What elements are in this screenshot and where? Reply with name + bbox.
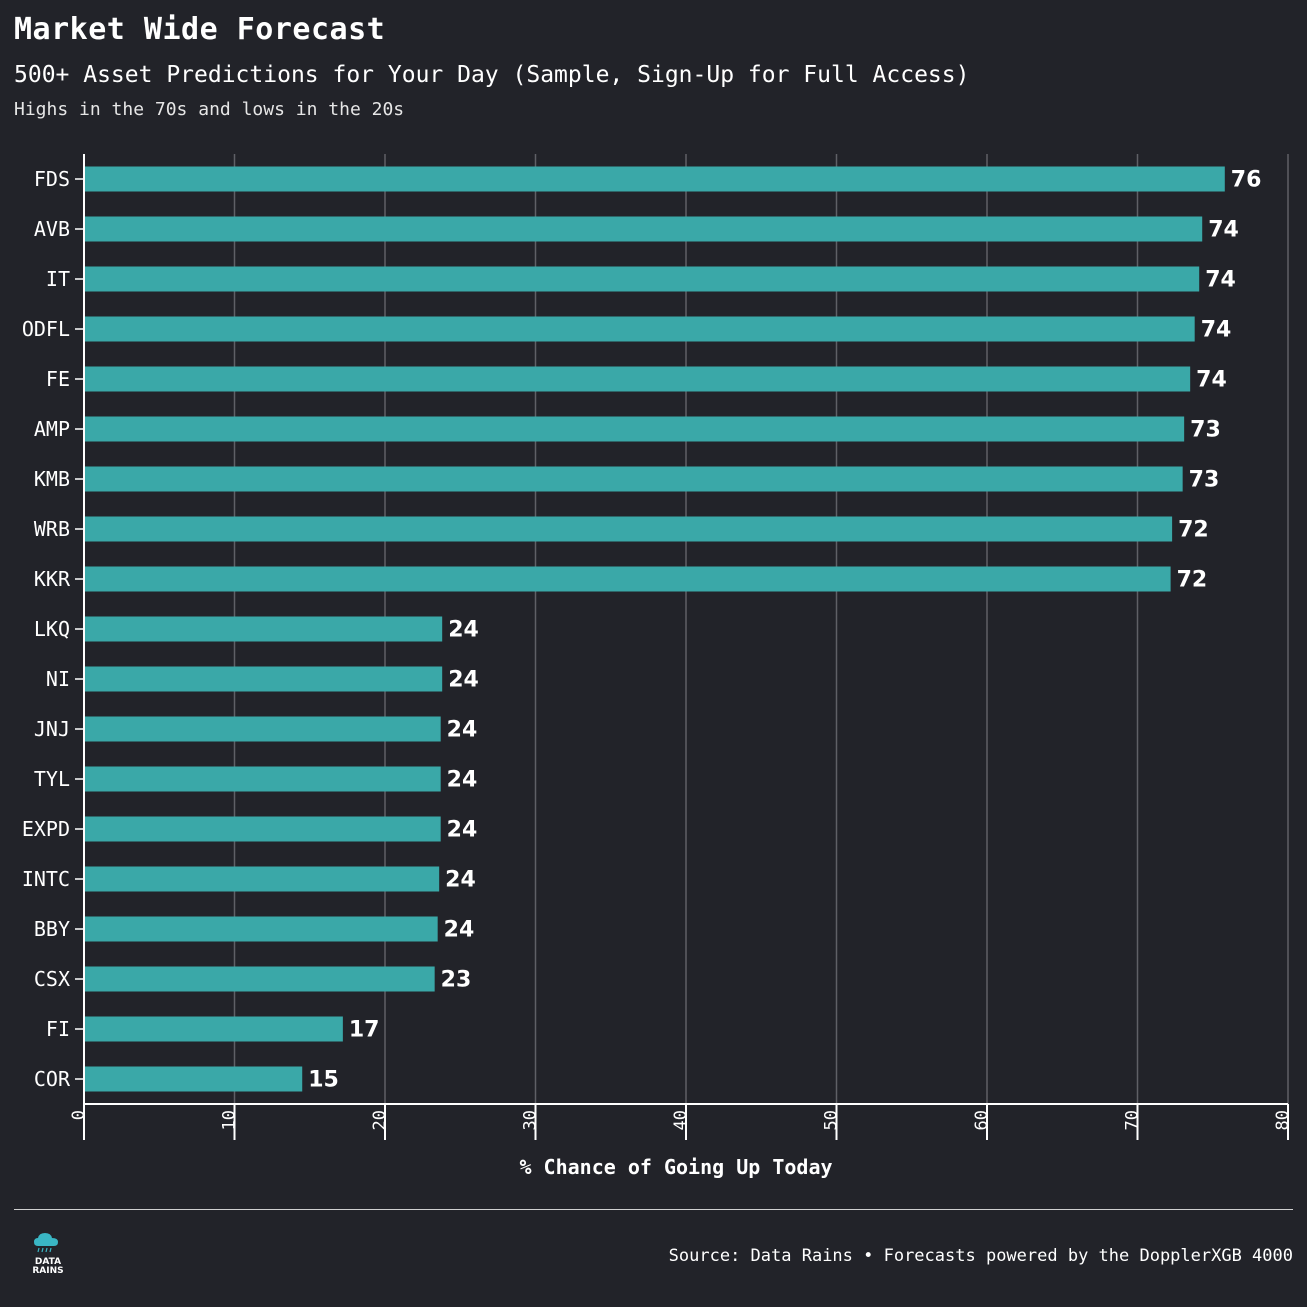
x-tick-label: 60	[972, 1110, 992, 1130]
bar-csx	[84, 966, 435, 992]
bar-tyl	[84, 766, 441, 792]
data-label: 74	[1205, 268, 1236, 293]
data-label: 73	[1189, 468, 1220, 493]
data-label: 24	[445, 868, 476, 893]
bar-avb	[84, 216, 1203, 242]
y-tick-label: KKR	[34, 567, 71, 591]
y-tick-label: IT	[46, 267, 70, 291]
y-tick-label: CSX	[34, 967, 70, 991]
y-tick-label: BBY	[34, 917, 70, 941]
x-tick-label: 40	[671, 1110, 691, 1130]
data-label: 17	[349, 1018, 380, 1043]
data-label: 24	[448, 618, 479, 643]
data-label: 24	[447, 718, 478, 743]
data-label: 76	[1231, 168, 1262, 193]
bar-ni	[84, 666, 443, 692]
x-tick-label: 80	[1273, 1110, 1293, 1130]
y-tick-label: FE	[46, 367, 70, 391]
bar-odfl	[84, 316, 1195, 342]
chart-title: Market Wide Forecast	[14, 12, 386, 47]
bar-intc	[84, 866, 440, 892]
y-tick-label: FDS	[34, 167, 70, 191]
y-tick-label: WRB	[34, 517, 70, 541]
bar-jnj	[84, 716, 441, 742]
y-tick-label: ODFL	[22, 317, 70, 341]
y-tick-label: AVB	[34, 217, 70, 241]
bar-it	[84, 266, 1200, 292]
bar-kkr	[84, 566, 1171, 592]
data-label: 73	[1190, 418, 1221, 443]
y-tick-label: TYL	[34, 767, 70, 791]
data-label: 24	[448, 668, 479, 693]
x-tick-label: 20	[370, 1110, 390, 1130]
logo-text-top: DATA	[34, 1257, 62, 1267]
bar-kmb	[84, 466, 1183, 492]
x-tick-label: 50	[822, 1110, 842, 1130]
data-label: 74	[1208, 218, 1239, 243]
y-tick-label: JNJ	[34, 717, 70, 741]
y-tick-label: FI	[46, 1017, 70, 1041]
y-tick-label: KMB	[34, 467, 70, 491]
y-tick-label: COR	[34, 1067, 71, 1091]
chart-caption: Highs in the 70s and lows in the 20s	[14, 99, 405, 120]
data-label: 15	[308, 1068, 339, 1093]
y-tick-label: EXPD	[22, 817, 70, 841]
chart-subtitle: 500+ Asset Predictions for Your Day (Sam…	[14, 62, 970, 88]
data-label: 24	[444, 918, 475, 943]
x-tick-label: 70	[1123, 1110, 1143, 1130]
bar-bby	[84, 916, 438, 942]
bar-lkq	[84, 616, 443, 642]
bar-fi	[84, 1016, 343, 1042]
x-tick-label: 30	[521, 1110, 541, 1130]
x-tick-label: 0	[69, 1110, 89, 1120]
data-label: 72	[1177, 568, 1208, 593]
bar-fds	[84, 166, 1225, 192]
y-tick-label: LKQ	[34, 617, 70, 641]
data-rains-logo: DATA RAINS	[28, 1230, 68, 1280]
bar-cor	[84, 1066, 303, 1092]
data-label: 72	[1178, 518, 1209, 543]
rain-cloud-icon	[34, 1233, 58, 1253]
data-label: 23	[441, 968, 472, 993]
bar-expd	[84, 816, 441, 842]
y-tick-label: INTC	[22, 867, 70, 891]
bar-wrb	[84, 516, 1173, 542]
bar-fe	[84, 366, 1191, 392]
logo-text-bottom: RAINS	[32, 1266, 64, 1276]
y-tick-label: AMP	[34, 417, 70, 441]
data-label: 74	[1201, 318, 1232, 343]
footer-divider	[14, 1209, 1293, 1210]
data-label: 74	[1196, 368, 1227, 393]
bar-amp	[84, 416, 1185, 442]
bar-chart: FDS 76 AVB 74 IT 74 ODFL 74 FE 74 AMP 73 KMB 73 WRB 72 K…	[22, 154, 1293, 1179]
data-label: 24	[447, 818, 478, 843]
y-tick-label: NI	[46, 667, 70, 691]
data-label: 24	[447, 768, 478, 793]
x-tick-label: 10	[220, 1110, 240, 1130]
x-axis-title: % Chance of Going Up Today	[519, 1155, 832, 1179]
source-credit: Source: Data Rains • Forecasts powered b…	[668, 1246, 1293, 1266]
